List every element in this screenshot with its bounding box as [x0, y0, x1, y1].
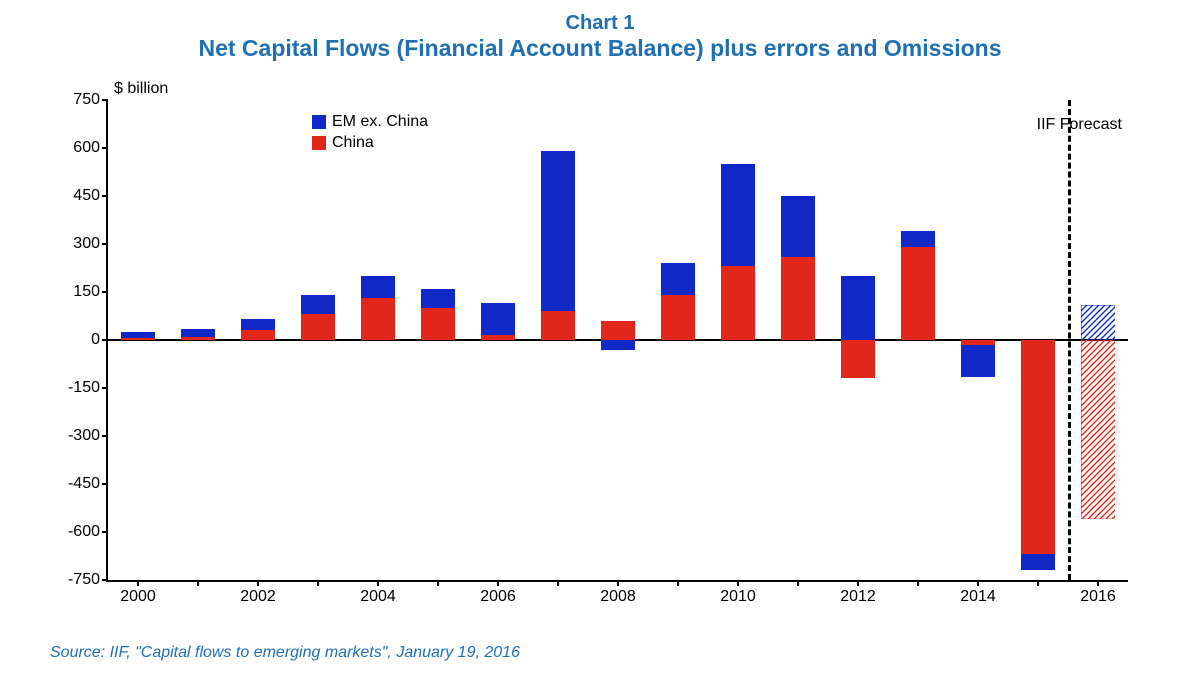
forecast-divider: [1068, 100, 1071, 580]
bar-em_ex_china: [241, 319, 276, 330]
legend-label: China: [332, 133, 374, 154]
bar-em_ex_china: [181, 329, 216, 337]
x-tick-mark: [317, 580, 319, 586]
bar-china: [781, 257, 816, 340]
chart-label: Chart 1: [0, 12, 1200, 35]
legend-item-em-ex-china: EM ex. China: [312, 112, 428, 133]
x-tick-label: 2016: [1080, 580, 1116, 606]
y-tick-mark: [102, 483, 108, 485]
bar-china: [841, 340, 876, 378]
bar-china: [361, 298, 396, 340]
bar-china: [1021, 340, 1056, 554]
bar-em_ex_china: [481, 303, 516, 335]
bar-em_ex_china: [601, 340, 636, 350]
bar-em_ex_china: [361, 276, 396, 298]
y-tick-mark: [102, 579, 108, 581]
x-tick-mark: [917, 580, 919, 586]
x-tick-label: 2014: [960, 580, 996, 606]
bar-em_ex_china: [661, 263, 696, 295]
bar-china: [181, 337, 216, 340]
chart: $ billion EM ex. China China IIF Forecas…: [40, 76, 1160, 624]
y-tick-mark: [102, 387, 108, 389]
legend-item-china: China: [312, 133, 428, 154]
y-tick-mark: [102, 99, 108, 101]
bar-china: [121, 338, 156, 340]
legend-swatch-icon: [312, 115, 326, 129]
y-tick-mark: [102, 195, 108, 197]
bar-em_ex_china: [541, 151, 576, 311]
chart-title: Net Capital Flows (Financial Account Bal…: [0, 35, 1200, 62]
x-tick-label: 2002: [240, 580, 276, 606]
bar-em_ex_china: [301, 295, 336, 314]
bar-em_ex_china: [841, 276, 876, 340]
y-tick-mark: [102, 435, 108, 437]
x-tick-mark: [677, 580, 679, 586]
y-tick-mark: [102, 291, 108, 293]
bar-em_ex_china: [901, 231, 936, 247]
bar-em_ex_china: [721, 164, 756, 266]
bar-em_ex_china: [121, 332, 156, 338]
plot-area: $ billion EM ex. China China IIF Forecas…: [106, 100, 1128, 582]
forecast-label: IIF Forecast: [1037, 116, 1122, 134]
bar-em_ex_china: [961, 345, 996, 377]
bar-china: [421, 308, 456, 340]
x-tick-mark: [797, 580, 799, 586]
x-tick-label: 2000: [120, 580, 156, 606]
bar-em_ex_china: [421, 289, 456, 308]
y-axis-unit-label: $ billion: [114, 80, 168, 98]
x-tick-label: 2006: [480, 580, 516, 606]
x-tick-label: 2008: [600, 580, 636, 606]
bar-china: [301, 314, 336, 340]
bar-china: [901, 247, 936, 340]
source-text: Source: IIF, "Capital flows to emerging …: [50, 644, 520, 662]
x-tick-mark: [557, 580, 559, 586]
y-tick-mark: [102, 147, 108, 149]
legend-label: EM ex. China: [332, 112, 428, 133]
x-tick-mark: [197, 580, 199, 586]
x-tick-label: 2010: [720, 580, 756, 606]
bar-em_ex_china: [781, 196, 816, 257]
x-tick-label: 2012: [840, 580, 876, 606]
bar-china: [1081, 340, 1116, 519]
x-tick-mark: [437, 580, 439, 586]
bar-china: [661, 295, 696, 340]
bar-china: [241, 330, 276, 340]
bar-china: [601, 321, 636, 340]
legend-swatch-icon: [312, 136, 326, 150]
x-tick-mark: [1037, 580, 1039, 586]
y-tick-mark: [102, 531, 108, 533]
y-tick-mark: [102, 243, 108, 245]
bar-em_ex_china: [1081, 305, 1116, 340]
x-tick-label: 2004: [360, 580, 396, 606]
bar-china: [541, 311, 576, 340]
bar-em_ex_china: [1021, 554, 1056, 570]
bar-china: [721, 266, 756, 340]
bar-china: [481, 335, 516, 340]
legend: EM ex. China China: [312, 112, 428, 154]
